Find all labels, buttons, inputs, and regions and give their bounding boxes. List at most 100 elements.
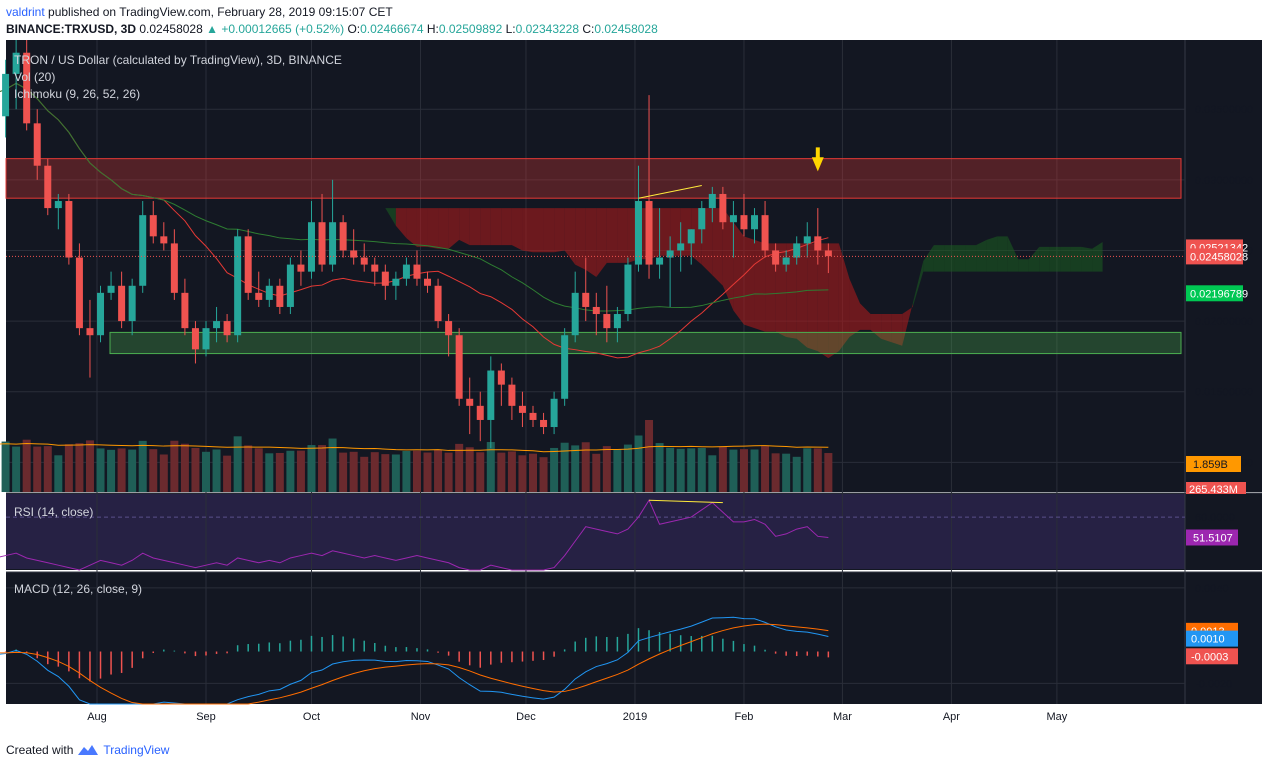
cloud-segment bbox=[849, 278, 860, 337]
candle-body bbox=[592, 306, 600, 315]
macd-badge-text: 0.0010 bbox=[1191, 634, 1225, 646]
price-divergence-line bbox=[638, 184, 702, 199]
volume-bar bbox=[803, 448, 812, 492]
trading-chart[interactable]: Aug Sep Oct Nov Dec 2019 Feb Mar Apr May 0.0350000… bbox=[0, 40, 1269, 738]
volume-bar bbox=[159, 454, 168, 492]
candle-body bbox=[413, 264, 421, 279]
candle-body bbox=[729, 215, 737, 223]
volume-bar bbox=[718, 446, 727, 492]
candle-body bbox=[645, 201, 653, 265]
rsi-title: RSI (14, close) bbox=[14, 505, 93, 519]
cloud-segment bbox=[902, 303, 913, 346]
volume-bar bbox=[275, 452, 284, 492]
volume-bar bbox=[138, 440, 147, 492]
cloud-segment bbox=[459, 208, 470, 246]
candle-body bbox=[402, 264, 410, 279]
cloud-segment bbox=[1039, 246, 1050, 272]
ohlc-header: BINANCE:TRXUSD, 3D 0.02458028 ▲ +0.00012… bbox=[6, 22, 658, 36]
open-label: O: bbox=[347, 22, 361, 36]
price-change: ▲ +0.00012665 (+0.52%) bbox=[206, 22, 345, 36]
close-value: 0.02458028 bbox=[594, 22, 658, 36]
volume-bar bbox=[223, 455, 232, 492]
x-tick-label: Oct bbox=[303, 711, 320, 723]
candle-body bbox=[445, 321, 453, 336]
cloud-segment bbox=[881, 314, 892, 343]
x-tick-label: Dec bbox=[516, 711, 536, 723]
candle-body bbox=[297, 264, 305, 272]
candle-body bbox=[455, 335, 463, 399]
cloud-segment bbox=[743, 236, 755, 329]
macd-line bbox=[0, 616, 829, 705]
cloud-segment bbox=[733, 222, 744, 325]
candle-body bbox=[772, 250, 780, 265]
candle-body bbox=[824, 250, 832, 257]
cloud-segment bbox=[395, 208, 407, 239]
low-value: 0.02343228 bbox=[515, 22, 580, 36]
publish-header: valdrint published on TradingView.com, F… bbox=[6, 5, 393, 19]
cloud-segment bbox=[817, 243, 829, 359]
candle-body bbox=[54, 201, 62, 209]
cloud-segment bbox=[543, 208, 555, 253]
macd-pane-bg bbox=[6, 572, 1262, 704]
candle-body bbox=[624, 264, 632, 315]
ichimoku-cloud bbox=[237, 88, 1103, 359]
macd-tick-label: -0.0020 bbox=[1195, 678, 1232, 690]
author-link[interactable]: valdrint bbox=[6, 5, 45, 19]
cloud-segment bbox=[533, 208, 544, 253]
cloud-segment bbox=[1092, 241, 1103, 272]
cloud-segment bbox=[385, 208, 396, 226]
legend-vol: Vol (20) bbox=[14, 70, 55, 84]
volume-bar bbox=[761, 446, 770, 492]
cloud-segment bbox=[522, 208, 533, 253]
volume-bar bbox=[64, 444, 73, 492]
candle-body bbox=[350, 250, 358, 258]
cloud-segment bbox=[416, 208, 428, 247]
price-badge bbox=[1186, 248, 1243, 265]
candle-body bbox=[751, 215, 759, 230]
candle-body bbox=[255, 292, 263, 300]
cloud-segment bbox=[786, 243, 797, 339]
candle-body bbox=[487, 370, 495, 420]
candle-body bbox=[234, 236, 242, 336]
y-tick-label: 0.03000000 bbox=[1195, 175, 1253, 187]
cloud-segment bbox=[838, 243, 850, 352]
volume-bar bbox=[824, 453, 833, 492]
volume-bar bbox=[539, 457, 548, 492]
tradingview-brand-link[interactable]: TradingView bbox=[103, 743, 170, 757]
candle-body bbox=[139, 215, 147, 286]
volume-bar bbox=[191, 447, 200, 492]
candle-body bbox=[2, 73, 10, 117]
cloud-segment bbox=[965, 245, 977, 272]
volume-bar bbox=[602, 446, 611, 492]
volume-bar bbox=[666, 447, 675, 492]
volume-bar bbox=[43, 446, 52, 492]
rsi-tick-label: 60.0000 bbox=[1195, 512, 1235, 524]
volume-bar bbox=[202, 451, 210, 492]
last-price: 0.02458028 bbox=[139, 22, 203, 36]
volume-bar bbox=[96, 448, 105, 492]
volume-bar bbox=[233, 436, 242, 492]
rsi-divergence-line bbox=[649, 499, 723, 504]
candle-body bbox=[666, 250, 674, 258]
low-label: L: bbox=[505, 22, 516, 36]
volume-bar bbox=[170, 440, 179, 492]
candle-body bbox=[529, 412, 537, 420]
cloud-segment bbox=[585, 208, 597, 277]
volume-bar bbox=[12, 446, 21, 492]
candle-body bbox=[582, 292, 590, 307]
candle-body bbox=[75, 257, 83, 329]
volume-bar bbox=[792, 456, 801, 492]
candle-body bbox=[339, 222, 347, 251]
volume-bar bbox=[307, 445, 316, 492]
cloud-segment bbox=[427, 208, 439, 249]
volume-bar bbox=[581, 442, 590, 492]
cloud-segment bbox=[1007, 236, 1019, 272]
volume-bar bbox=[412, 450, 421, 492]
macd-tick-label: 0.0040 bbox=[1195, 583, 1229, 595]
candle-body bbox=[149, 215, 157, 237]
volume-bar bbox=[318, 445, 327, 492]
cloud-segment bbox=[554, 208, 565, 253]
cloud-segment bbox=[986, 236, 998, 272]
volume-bar bbox=[560, 442, 569, 492]
volume-bar bbox=[676, 448, 685, 492]
